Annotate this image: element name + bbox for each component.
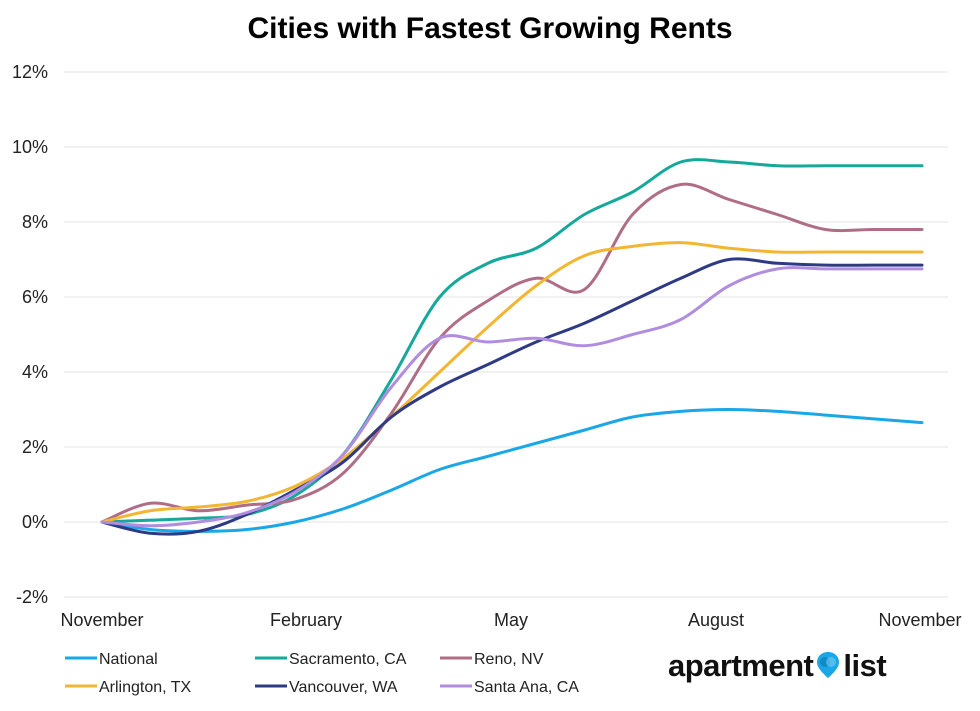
x-tick-label: May <box>494 610 528 630</box>
y-tick-label: 8% <box>22 212 48 232</box>
legend: National Sacramento, CA Reno, NV Arlington,… <box>65 651 579 696</box>
logo-text-left: apartment <box>668 648 814 683</box>
legend-label: National <box>99 651 158 668</box>
legend-item-arlington-tx: Arlington, TX <box>65 679 192 696</box>
y-tick-label: 10% <box>12 137 48 157</box>
legend-item-santa-ana-ca: Santa Ana, CA <box>440 679 579 696</box>
legend-item-national: National <box>65 651 158 668</box>
series-lines <box>100 158 924 536</box>
series-line-vancouver-wa <box>100 257 924 536</box>
legend-label: Arlington, TX <box>99 679 192 696</box>
series-line-arlington-tx <box>100 241 924 524</box>
y-tick-label: 2% <box>22 437 48 457</box>
legend-label: Santa Ana, CA <box>474 679 579 696</box>
legend-label: Vancouver, WA <box>289 679 398 696</box>
x-tick-label: August <box>688 610 744 630</box>
apartment-list-logo: apartment list <box>668 648 887 684</box>
map-pin-icon <box>817 652 840 678</box>
x-tick-label: November <box>878 610 961 630</box>
chart-title: Cities with Fastest Growing Rents <box>247 12 733 45</box>
x-axis-labels: November February May August November <box>60 610 961 630</box>
legend-item-vancouver-wa: Vancouver, WA <box>255 679 398 696</box>
legend-label: Sacramento, CA <box>289 651 407 668</box>
series-line-national <box>100 408 924 533</box>
y-tick-label: 6% <box>22 287 48 307</box>
logo-text-right: list <box>843 648 887 683</box>
y-tick-label: -2% <box>16 587 48 607</box>
y-tick-label: 12% <box>12 62 48 82</box>
series-line-reno-nv <box>100 182 924 524</box>
legend-label: Reno, NV <box>474 651 544 668</box>
series-line-santa-ana-ca <box>100 266 924 528</box>
y-axis-labels: -2% 0% 2% 4% 6% 8% 10% 12% <box>12 62 48 607</box>
x-tick-label: November <box>60 610 143 630</box>
legend-item-sacramento-ca: Sacramento, CA <box>255 651 407 668</box>
x-tick-label: February <box>270 610 342 630</box>
y-tick-label: 4% <box>22 362 48 382</box>
legend-item-reno-nv: Reno, NV <box>440 651 544 668</box>
grid-lines <box>64 71 948 598</box>
y-tick-label: 0% <box>22 512 48 532</box>
